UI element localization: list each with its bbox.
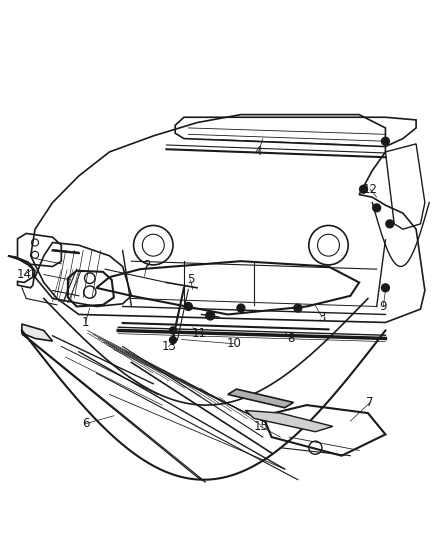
Circle shape [170, 336, 177, 344]
Text: 14: 14 [17, 268, 32, 281]
Text: 6: 6 [81, 417, 89, 430]
Text: 12: 12 [363, 183, 378, 196]
Text: 11: 11 [192, 327, 207, 340]
Text: 4: 4 [254, 146, 262, 158]
Text: 8: 8 [288, 332, 295, 345]
Text: 9: 9 [379, 300, 387, 313]
Polygon shape [22, 334, 206, 482]
Text: 1: 1 [81, 316, 89, 329]
Text: 3: 3 [318, 311, 325, 324]
Text: 13: 13 [161, 340, 176, 353]
Text: 5: 5 [187, 273, 194, 286]
Circle shape [373, 204, 381, 212]
Circle shape [386, 220, 394, 228]
Polygon shape [228, 389, 293, 408]
Circle shape [381, 284, 389, 292]
Polygon shape [245, 410, 333, 432]
Text: 10: 10 [227, 337, 242, 350]
Circle shape [381, 138, 389, 145]
Text: 2: 2 [143, 259, 151, 272]
Circle shape [170, 327, 177, 334]
Text: 7: 7 [366, 396, 374, 409]
Circle shape [360, 185, 367, 193]
Polygon shape [22, 324, 53, 341]
Text: 15: 15 [253, 420, 268, 433]
Circle shape [184, 303, 192, 310]
Circle shape [294, 304, 302, 312]
Circle shape [237, 304, 245, 312]
Circle shape [206, 311, 215, 320]
